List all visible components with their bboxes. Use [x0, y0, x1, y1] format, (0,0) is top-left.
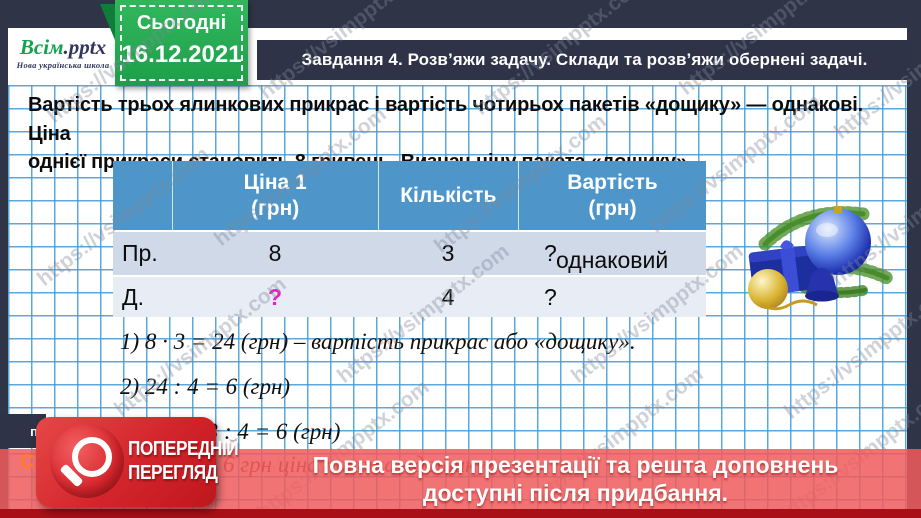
table-header-row: Ціна 1 (грн) Кількість Вартість (грн): [113, 161, 706, 230]
header-empty: [113, 161, 172, 230]
preview-watermark-badge: ПОПЕРЕДНІЙ ПЕРЕГЛЯД: [36, 417, 239, 507]
preview-badge-line1: ПОПЕРЕДНІЙ: [128, 437, 239, 460]
row1-cost: ?: [544, 240, 557, 266]
problem-line-1: Вартість трьох ялинкових прикрас і варті…: [28, 94, 863, 145]
date-badge-date: 16.12.2021: [121, 41, 242, 68]
row1-label: Пр.: [122, 240, 158, 266]
ribbon-fold: [100, 4, 115, 40]
row2-label: Д.: [122, 283, 144, 310]
preview-badge-label: ПОПЕРЕДНІЙ ПЕРЕГЛЯД: [128, 437, 239, 485]
magnifier-ring: [72, 437, 112, 477]
date-badge-label: Сьогодні: [136, 12, 227, 34]
brand-name: Всім.pptx: [10, 34, 116, 60]
row1-price: 8: [268, 240, 282, 266]
date-badge: Сьогодні 16.12.2021: [100, 0, 248, 86]
edge-fragment-letter: п: [30, 423, 38, 439]
brand-name-primary: Всім: [19, 35, 64, 59]
same-cost-note: однаковий: [556, 247, 669, 273]
brand-tagline: Нова українська школа: [16, 60, 110, 70]
header-price: Ціна 1 (грн): [171, 161, 378, 230]
solution-step-2: 2) 24 : 4 = 6 (грн): [120, 374, 291, 399]
preview-badge-line2: ПЕРЕГЛЯД: [128, 461, 218, 484]
purchase-banner-line1: Повна версія презентації та решта доповн…: [312, 452, 839, 478]
magnifier-icon: [50, 424, 124, 498]
row2-quantity: 4: [441, 283, 455, 310]
solution-step-1: 1) 8 · 3 = 24 (грн) – вартість прикрас а…: [120, 329, 636, 354]
task-title-bar: Завдання 4. Розв’яжи задачу. Склади та р…: [257, 40, 912, 80]
header-price-line2: (грн): [251, 196, 300, 220]
header-cost-line1: Вартість: [567, 170, 658, 194]
row2-cost: ?: [544, 283, 557, 310]
table-row: Д. ? 4 ?: [113, 275, 706, 317]
row2-price: ?: [267, 283, 283, 310]
edge-fragment-c: С: [20, 451, 35, 473]
header-cost: Вартість (грн): [517, 161, 706, 230]
task-table: Ціна 1 (грн) Кількість Вартість (грн) Пр…: [113, 161, 706, 317]
task-title: Завдання 4. Розв’яжи задачу. Склади та р…: [301, 50, 868, 69]
brand-logo: Всім.pptx Нова українська школа: [10, 30, 116, 80]
purchase-banner-line2: доступні після придбання.: [422, 480, 729, 506]
header-quantity-label: Кількість: [400, 183, 497, 207]
table-row: Пр. 8 3 ?: [113, 230, 706, 275]
header-cost-line2: (грн): [588, 196, 637, 220]
header-price-line1: Ціна 1: [243, 170, 307, 194]
brand-name-suffix: .pptx: [63, 35, 107, 59]
row1-quantity: 3: [441, 240, 455, 266]
bottom-red-strip: [0, 509, 921, 518]
christmas-ornaments-image: [735, 192, 894, 319]
header-quantity: Кількість: [377, 161, 518, 230]
